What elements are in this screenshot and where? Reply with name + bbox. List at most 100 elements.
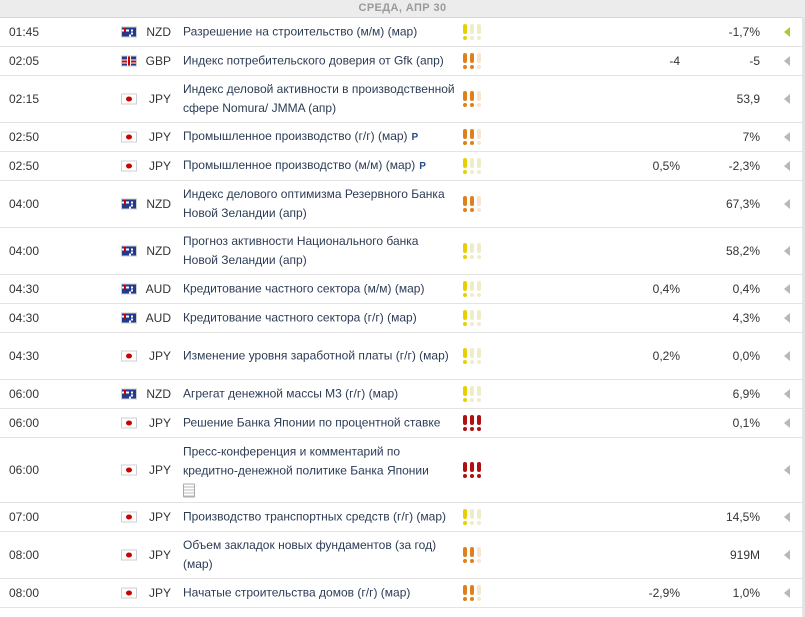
importance-mark	[477, 281, 481, 297]
expand-arrow-icon[interactable]	[784, 389, 790, 399]
event-name-text[interactable]: Индекс делового оптимизма Резервного Бан…	[183, 187, 445, 220]
importance-icon	[463, 89, 485, 109]
expand-arrow-icon[interactable]	[784, 284, 790, 294]
event-name[interactable]: Объем закладок новых фундаментов (за год…	[183, 536, 455, 574]
event-name[interactable]: Прогноз активности Национального банка Н…	[183, 232, 455, 270]
scrollbar[interactable]	[802, 17, 805, 617]
expand-arrow-icon[interactable]	[784, 550, 790, 560]
event-row[interactable]: 02:50 JPY Промышленное производство (м/м) …	[0, 152, 805, 181]
event-name[interactable]: Промышленное производство (г/г) (мар) P	[183, 127, 455, 147]
event-name-text[interactable]: Пресс-конференция и комментарий по креди…	[183, 444, 429, 478]
jpy-flag-icon	[121, 511, 137, 523]
event-name-text[interactable]: Разрешение на строительство (м/м) (мар)	[183, 24, 418, 39]
day-header: СРЕДА, АПР 30	[0, 0, 805, 18]
event-name-text[interactable]: Промышленное производство (м/м) (мар)	[183, 158, 416, 172]
event-forecast: 0,2%	[652, 349, 680, 363]
event-row[interactable]: 06:00 JPY Пресс-конференция и комментарий …	[0, 438, 805, 503]
event-name-text[interactable]: Прогноз активности Национального банка Н…	[183, 234, 419, 267]
event-row[interactable]: 08:00 JPY Начатые строительства домов (г/г…	[0, 579, 805, 608]
event-name-text[interactable]: Промышленное производство (г/г) (мар)	[183, 129, 408, 143]
event-row[interactable]: 04:00 NZD Индекс делового оптимизма Резерв…	[0, 181, 805, 228]
event-row[interactable]: 04:30 AUD Кредитование частного сектора (г…	[0, 304, 805, 333]
event-row[interactable]: 02:15 JPY Индекс деловой активности в прои…	[0, 76, 805, 123]
event-previous: 1,0%	[732, 586, 760, 600]
importance-mark	[477, 158, 481, 174]
expand-arrow-icon[interactable]	[784, 512, 790, 522]
event-row[interactable]: 08:00 JPY Объем закладок новых фундаментов…	[0, 532, 805, 579]
expand-arrow-icon[interactable]	[784, 199, 790, 209]
event-row[interactable]: 06:00 NZD Агрегат денежной массы М3 (г/г) …	[0, 380, 805, 409]
event-name-text[interactable]: Индекс потребительского доверия от Gfk (…	[183, 53, 444, 68]
importance-icon	[463, 460, 485, 480]
event-previous: 58,2%	[725, 244, 760, 258]
importance-icon	[463, 413, 485, 433]
preliminary-mark: P	[419, 161, 426, 172]
event-row[interactable]: 04:30 AUD Кредитование частного сектора (м…	[0, 275, 805, 304]
importance-mark	[470, 53, 474, 69]
event-name-text[interactable]: Начатые строительства домов (г/г) (мар)	[183, 585, 411, 600]
event-name[interactable]: Решение Банка Японии по процентной ставк…	[183, 414, 455, 433]
event-row[interactable]: 02:50 JPY Промышленное производство (г/г) …	[0, 123, 805, 152]
event-name-text[interactable]: Объем закладок новых фундаментов (за год…	[183, 538, 437, 571]
event-previous: 14,5%	[725, 510, 760, 524]
importance-mark	[470, 386, 474, 402]
event-previous: 6,9%	[732, 387, 760, 401]
importance-mark	[470, 24, 474, 40]
event-name-text[interactable]: Производство транспортных средств (г/г) …	[183, 509, 447, 524]
nzd-flag-icon	[121, 26, 137, 38]
event-time: 02:50	[9, 159, 40, 173]
event-name[interactable]: Разрешение на строительство (м/м) (мар)	[183, 23, 455, 42]
event-name-text[interactable]: Изменение уровня заработной платы (г/г) …	[183, 348, 449, 363]
event-row[interactable]: 07:00 JPY Производство транспортных средст…	[0, 503, 805, 532]
event-name[interactable]: Индекс деловой активности в производстве…	[183, 80, 455, 118]
event-name-text[interactable]: Агрегат денежной массы М3 (г/г) (мар)	[183, 386, 399, 401]
expand-arrow-icon[interactable]	[784, 161, 790, 171]
importance-mark	[463, 462, 467, 478]
event-name[interactable]: Промышленное производство (м/м) (мар) P	[183, 156, 455, 176]
importance-icon	[463, 156, 485, 176]
event-name-text[interactable]: Кредитование частного сектора (м/м) (мар…	[183, 281, 425, 296]
event-row[interactable]: 06:00 JPY Решение Банка Японии по процентн…	[0, 409, 805, 438]
importance-mark	[463, 281, 467, 297]
event-name-text[interactable]: Кредитование частного сектора (г/г) (мар…	[183, 310, 417, 325]
event-name[interactable]: Кредитование частного сектора (м/м) (мар…	[183, 280, 455, 299]
expand-arrow-icon[interactable]	[784, 418, 790, 428]
event-time: 02:50	[9, 130, 40, 144]
event-currency: JPY	[148, 548, 171, 562]
event-name[interactable]: Кредитование частного сектора (г/г) (мар…	[183, 309, 455, 328]
expand-arrow-icon[interactable]	[784, 94, 790, 104]
importance-mark	[477, 91, 481, 107]
event-forecast: 0,5%	[652, 159, 680, 173]
event-previous: 4,3%	[732, 311, 760, 325]
importance-mark	[463, 91, 467, 107]
event-row[interactable]: 02:05 GBP Индекс потребительского доверия …	[0, 47, 805, 76]
event-row[interactable]: 01:45 NZD Разрешение на строительство (м/м…	[0, 18, 805, 47]
event-row[interactable]: 04:00 NZD Прогноз активности Национального…	[0, 228, 805, 275]
expand-arrow-icon[interactable]	[784, 465, 790, 475]
event-name[interactable]: Пресс-конференция и комментарий по креди…	[183, 443, 455, 498]
document-icon[interactable]	[183, 483, 195, 498]
expand-arrow-icon[interactable]	[784, 246, 790, 256]
event-name[interactable]: Индекс потребительского доверия от Gfk (…	[183, 52, 455, 71]
event-name[interactable]: Индекс делового оптимизма Резервного Бан…	[183, 185, 455, 223]
importance-mark	[477, 585, 481, 601]
event-name[interactable]: Изменение уровня заработной платы (г/г) …	[183, 347, 455, 366]
event-time: 04:30	[9, 311, 40, 325]
event-name-text[interactable]: Решение Банка Японии по процентной ставк…	[183, 415, 441, 430]
expand-arrow-icon[interactable]	[784, 313, 790, 323]
event-row[interactable]: 04:30 JPY Изменение уровня заработной плат…	[0, 333, 805, 380]
expand-arrow-icon[interactable]	[784, 588, 790, 598]
event-previous: 53,9	[736, 92, 760, 106]
event-name[interactable]: Агрегат денежной массы М3 (г/г) (мар)	[183, 385, 455, 404]
importance-mark	[477, 196, 481, 212]
expand-arrow-icon[interactable]	[784, 56, 790, 66]
expand-arrow-icon[interactable]	[784, 132, 790, 142]
event-time: 08:00	[9, 586, 40, 600]
event-name-text[interactable]: Индекс деловой активности в производстве…	[183, 82, 455, 115]
event-time: 04:00	[9, 197, 40, 211]
event-name[interactable]: Начатые строительства домов (г/г) (мар)	[183, 584, 455, 603]
importance-mark	[470, 243, 474, 259]
expand-arrow-icon[interactable]	[784, 351, 790, 361]
event-name[interactable]: Производство транспортных средств (г/г) …	[183, 508, 455, 527]
expand-arrow-icon[interactable]	[784, 27, 790, 37]
